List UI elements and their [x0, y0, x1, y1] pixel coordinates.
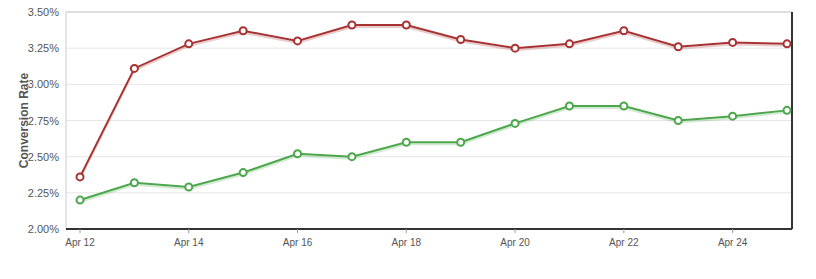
- y-axis-title: Conversion Rate: [17, 72, 31, 168]
- line-shadow: [80, 27, 787, 179]
- plot-area: [77, 22, 791, 204]
- point-marker: [566, 103, 573, 110]
- chart: 2.00% 2.25% 2.50% 2.75% 3.00% 3.25% 3.50% Apr 1…: [0, 0, 816, 279]
- x-tick: [297, 229, 298, 233]
- y-tick-label: 3.00%: [28, 78, 59, 90]
- point-marker: [240, 169, 247, 176]
- point-marker: [348, 22, 355, 29]
- y-tick-label: 2.75%: [28, 115, 59, 127]
- series-line: [80, 106, 787, 200]
- series-line: [80, 25, 787, 177]
- point-marker: [348, 153, 355, 160]
- x-tick: [80, 229, 81, 233]
- grid-line: [66, 156, 792, 157]
- point-marker: [784, 40, 791, 47]
- point-marker: [131, 179, 138, 186]
- point-marker: [294, 37, 301, 44]
- point-marker: [512, 45, 519, 52]
- point-marker: [240, 27, 247, 34]
- point-marker: [77, 173, 84, 180]
- y-tick-label: 3.25%: [28, 42, 59, 54]
- grid-line: [66, 84, 792, 85]
- x-tick-label: Apr 14: [174, 237, 204, 248]
- x-tick-label: Apr 12: [65, 237, 95, 248]
- point-marker: [457, 139, 464, 146]
- y-tick-label: 2.00%: [28, 223, 59, 235]
- x-tick: [732, 229, 733, 233]
- line-shadow: [80, 108, 787, 202]
- point-marker: [131, 65, 138, 72]
- point-marker: [403, 139, 410, 146]
- point-marker: [620, 103, 627, 110]
- x-tick: [515, 229, 516, 233]
- x-tick-label: Apr 20: [500, 237, 530, 248]
- x-tick: [406, 229, 407, 233]
- y-tick-label: 3.50%: [28, 6, 59, 18]
- point-marker: [77, 197, 84, 204]
- y-tick-label: 2.50%: [28, 151, 59, 163]
- x-tick-label: Apr 18: [392, 237, 422, 248]
- x-axis-line: [66, 228, 792, 230]
- y-tick-label: 2.25%: [28, 187, 59, 199]
- point-marker: [566, 40, 573, 47]
- x-tick: [188, 229, 189, 233]
- point-marker: [403, 22, 410, 29]
- point-marker: [675, 117, 682, 124]
- point-marker: [729, 39, 736, 46]
- point-marker: [185, 40, 192, 47]
- grid-line: [66, 229, 792, 230]
- plot-frame: [66, 12, 792, 229]
- grid-line: [66, 192, 792, 193]
- x-tick-label: Apr 16: [283, 237, 313, 248]
- point-marker: [620, 27, 627, 34]
- point-marker: [512, 120, 519, 127]
- x-tick-label: Apr 22: [609, 237, 639, 248]
- point-marker: [729, 113, 736, 120]
- point-marker: [457, 36, 464, 43]
- x-tick-label: Apr 24: [718, 237, 748, 248]
- point-marker: [294, 150, 301, 157]
- point-marker: [784, 107, 791, 114]
- x-tick: [623, 229, 624, 233]
- point-marker: [185, 184, 192, 191]
- point-marker: [675, 43, 682, 50]
